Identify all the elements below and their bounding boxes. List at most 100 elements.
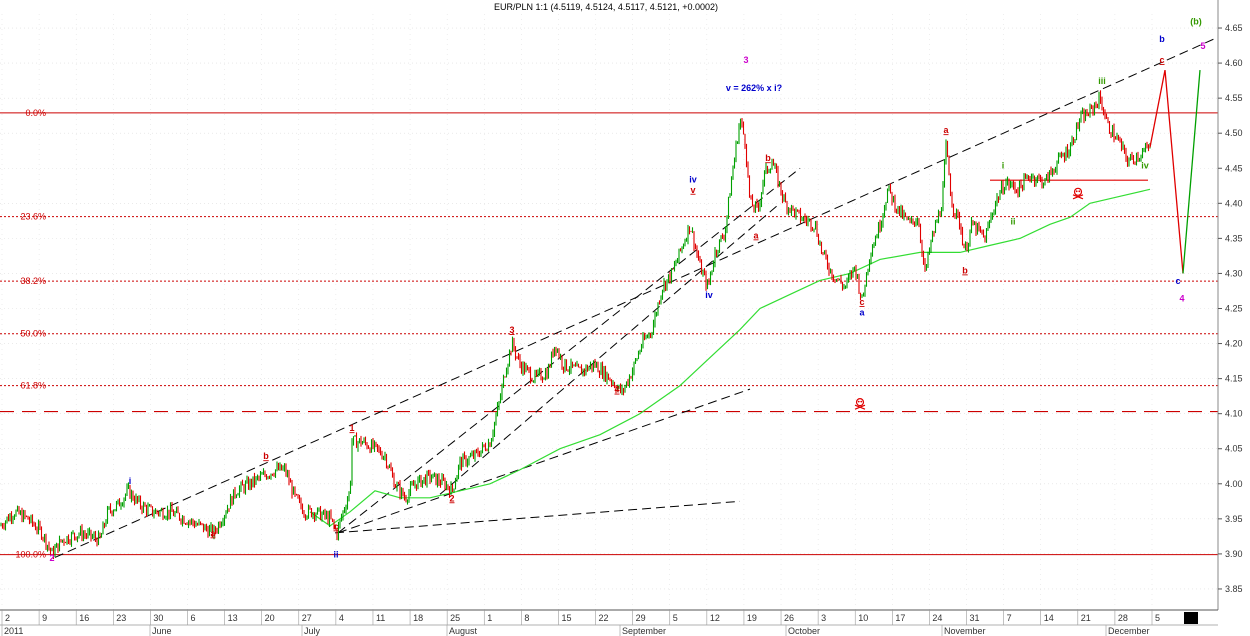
fib-levels: 0.0% 23.6% 38.2% 50.0% 61.8% 100.0% xyxy=(0,108,1218,560)
wave-label: i xyxy=(129,476,132,486)
y-tick-label: 4.15 xyxy=(1225,374,1243,384)
wave-label: 5 xyxy=(1200,41,1205,51)
fib-label: 23.6% xyxy=(20,212,46,222)
wave-label: 3 xyxy=(743,55,748,65)
wave-label: (b) xyxy=(1190,17,1202,27)
x-month-label: November xyxy=(944,626,986,636)
x-month-label: July xyxy=(304,626,321,636)
wave-label: c xyxy=(333,521,338,531)
wave-label: c xyxy=(1175,276,1180,286)
x-tick-label: 31 xyxy=(970,613,980,623)
y-tick-label: 4.35 xyxy=(1225,233,1243,243)
trend-line xyxy=(337,167,801,534)
y-tick-label: 4.20 xyxy=(1225,339,1243,349)
x-month-label: September xyxy=(622,626,666,636)
x-tick-label: 27 xyxy=(302,613,312,623)
x-axis-panel xyxy=(0,610,1250,636)
x-tick-label: 5 xyxy=(673,613,678,623)
wave-label: v = 262% x i? xyxy=(726,83,782,93)
wave-label: iii xyxy=(1098,76,1106,86)
wave-label: b xyxy=(263,451,269,461)
wave-label: i xyxy=(1002,160,1005,170)
trend-lines xyxy=(54,38,1216,558)
wave-label: 2 xyxy=(49,553,54,563)
y-axis-panel xyxy=(1218,0,1250,636)
y-tick-label: 4.45 xyxy=(1225,163,1243,173)
projection-green xyxy=(1182,70,1201,274)
current-bar-marker xyxy=(1184,612,1198,624)
x-tick-label: 7 xyxy=(1007,613,1012,623)
x-tick-label: 23 xyxy=(116,613,126,623)
skull-eye xyxy=(860,400,863,403)
wave-label: b xyxy=(1159,34,1165,44)
wave-label: iv xyxy=(1141,160,1149,170)
wave-label: iv xyxy=(689,174,697,184)
x-tick-label: 18 xyxy=(413,613,423,623)
candles xyxy=(0,90,1151,560)
x-tick-label: 16 xyxy=(79,613,89,623)
fib-label: 61.8% xyxy=(20,381,46,391)
y-tick-label: 4.30 xyxy=(1225,268,1243,278)
wave-label: 2 xyxy=(449,493,454,503)
wave-label: a xyxy=(753,230,759,240)
x-tick-label: 19 xyxy=(747,613,757,623)
trend-line xyxy=(439,202,781,495)
fib-label: 38.2% xyxy=(20,276,46,286)
projection xyxy=(1149,69,1201,274)
x-tick-label: 11 xyxy=(376,613,385,623)
x-tick-label: 5 xyxy=(1155,613,1160,623)
y-tick-label: 4.60 xyxy=(1225,58,1243,68)
skull-icon xyxy=(1072,187,1084,200)
wave-label: 1 xyxy=(349,423,354,433)
wave-label: a xyxy=(859,308,865,318)
wave-label: ii xyxy=(1010,216,1015,226)
skull-head xyxy=(855,398,865,407)
fib-label: 100.0% xyxy=(15,550,46,560)
chart-title: EUR/PLN 1:1 (4.5119, 4.5124, 4.5117, 4.5… xyxy=(494,2,718,12)
x-tick-label: 30 xyxy=(153,613,163,623)
wave-label: b xyxy=(962,265,968,275)
x-month-label: August xyxy=(449,626,478,636)
y-tick-label: 4.25 xyxy=(1225,303,1243,313)
moving-average xyxy=(309,188,1151,527)
y-tick-label: 4.10 xyxy=(1225,409,1243,419)
skull-eye xyxy=(1078,190,1081,193)
wave-label: a xyxy=(210,528,216,538)
x-tick-label: 26 xyxy=(784,613,794,623)
skull-eye xyxy=(857,400,860,403)
y-tick-label: 3.95 xyxy=(1225,514,1243,524)
skull-icon xyxy=(854,398,866,410)
y-tick-label: 4.55 xyxy=(1225,93,1243,103)
wave-label: c xyxy=(1159,55,1164,65)
grid xyxy=(0,14,1218,610)
x-tick-label: 2 xyxy=(5,613,10,623)
x-tick-label: 17 xyxy=(895,613,905,623)
wave-label: b xyxy=(765,153,771,163)
x-tick-label: 6 xyxy=(190,613,195,623)
x-axis: 2 9 16 23 30 6 13 20 27 4 11 18 25 1 8 15 22 29 5 12 19 26 3 10… xyxy=(0,609,1250,636)
wave-label: a xyxy=(943,125,949,135)
x-month-label: 2011 xyxy=(4,626,23,636)
x-month-label: December xyxy=(1108,626,1150,636)
x-tick-label: 10 xyxy=(858,613,868,623)
fib-label: 50.0% xyxy=(20,329,46,339)
x-tick-label: 1 xyxy=(487,613,492,623)
y-axis: 4.65 4.60 4.55 4.50 4.45 4.40 4.35 4.30 4.25 4.20… xyxy=(1217,0,1250,636)
skull-bone xyxy=(854,404,866,410)
x-tick-label: 14 xyxy=(1044,613,1054,623)
wave-label: 4 xyxy=(1179,293,1184,303)
wave-label: iv xyxy=(705,290,713,300)
ma-line xyxy=(309,188,1151,527)
x-tick-label: 3 xyxy=(821,613,826,623)
x-tick-label: 8 xyxy=(524,613,529,623)
wave-label: 4 xyxy=(614,385,619,395)
x-tick-label: 21 xyxy=(1081,613,1091,623)
skull-head xyxy=(1073,187,1083,196)
x-tick-label: 15 xyxy=(561,613,571,623)
skull-bone xyxy=(1072,194,1084,200)
y-tick-label: 4.40 xyxy=(1225,198,1243,208)
fib-label: 0.0% xyxy=(25,108,46,118)
